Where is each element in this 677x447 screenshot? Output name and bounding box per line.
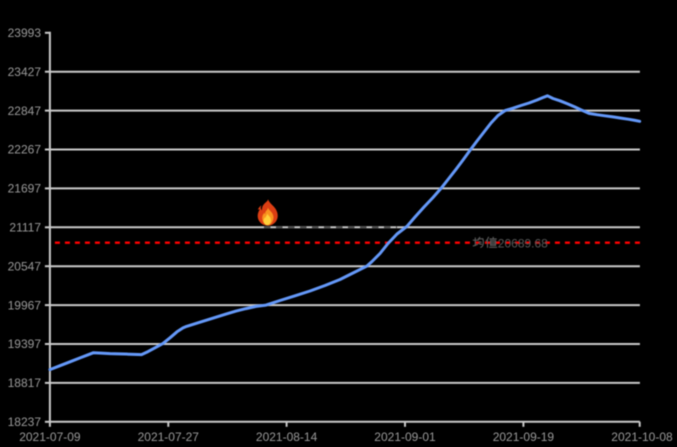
svg-text:23427: 23427 [8,65,42,79]
svg-text:22267: 22267 [8,143,42,157]
svg-text:21117: 21117 [9,221,41,235]
svg-text:20689.68: 20689.68 [498,236,548,250]
svg-text:2021-08-14: 2021-08-14 [256,430,318,444]
svg-text:19967: 19967 [8,298,42,312]
svg-text:2021-10-08: 2021-10-08 [611,430,673,444]
svg-text:19397: 19397 [8,337,42,351]
svg-text:2021-07-27: 2021-07-27 [138,430,200,444]
svg-text:21697: 21697 [8,182,42,196]
svg-text:2021-09-19: 2021-09-19 [493,430,555,444]
svg-text:22847: 22847 [8,104,42,118]
svg-text:23993: 23993 [8,26,42,40]
svg-text:18237: 18237 [8,415,42,429]
svg-text:2021-07-09: 2021-07-09 [19,430,81,444]
svg-text:2021-09-01: 2021-09-01 [374,430,436,444]
svg-text:18817: 18817 [8,376,42,390]
svg-text:20547: 20547 [8,259,42,273]
